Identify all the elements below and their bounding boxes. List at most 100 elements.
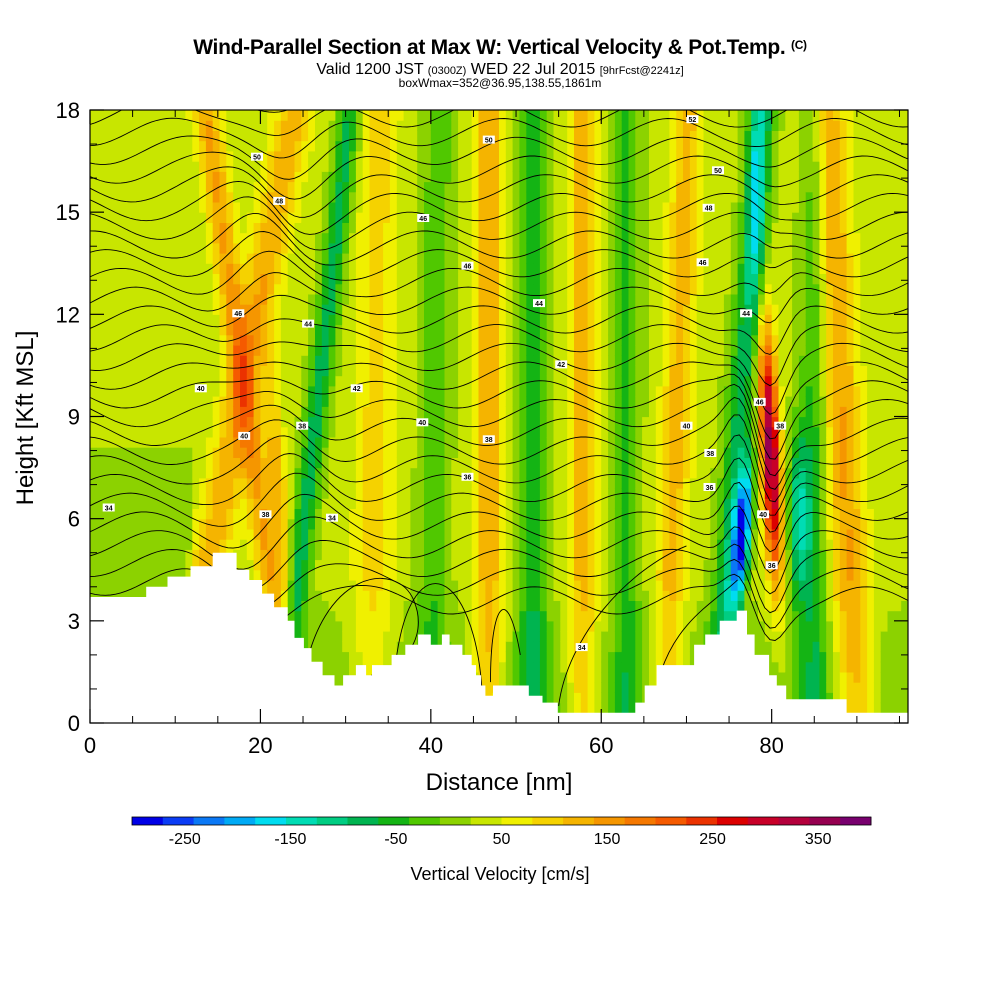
w-cell xyxy=(321,273,330,285)
w-cell xyxy=(560,671,568,683)
w-cell xyxy=(308,620,316,632)
w-cell xyxy=(614,457,623,469)
w-cell xyxy=(601,692,609,704)
w-cell xyxy=(165,345,173,356)
w-cell xyxy=(349,161,357,172)
w-cell xyxy=(321,334,330,346)
w-cell xyxy=(389,477,398,489)
w-cell xyxy=(594,661,602,673)
w-cell xyxy=(567,477,575,489)
w-cell xyxy=(171,498,180,509)
w-cell xyxy=(226,539,234,550)
w-cell xyxy=(499,436,507,448)
w-cell xyxy=(587,477,595,489)
w-cell xyxy=(185,406,193,418)
w-cell xyxy=(417,559,425,571)
w-cell xyxy=(553,488,561,499)
w-cell xyxy=(90,242,98,254)
w-cell xyxy=(233,467,241,479)
w-cell xyxy=(260,447,268,458)
w-cell xyxy=(464,365,473,377)
w-cell xyxy=(362,304,371,315)
w-cell xyxy=(396,283,405,295)
w-cell xyxy=(178,120,186,131)
w-cell xyxy=(642,110,650,121)
w-cell xyxy=(103,569,111,581)
w-cell xyxy=(649,385,657,397)
w-cell xyxy=(246,314,255,326)
w-cell xyxy=(362,130,371,142)
w-cell xyxy=(526,661,534,673)
w-cell xyxy=(274,406,282,418)
w-cell xyxy=(389,253,398,264)
w-cell xyxy=(389,416,398,428)
w-cell xyxy=(594,263,602,274)
w-cell xyxy=(226,385,234,397)
w-cell xyxy=(158,385,166,397)
w-cell xyxy=(505,518,514,530)
w-cell xyxy=(560,692,568,704)
w-cell xyxy=(587,385,595,397)
w-cell xyxy=(96,580,105,591)
w-cell xyxy=(321,110,330,121)
w-cell xyxy=(396,140,405,152)
w-cell xyxy=(280,314,289,326)
w-cell xyxy=(567,253,575,264)
w-cell xyxy=(274,436,282,448)
w-cell xyxy=(144,314,152,326)
w-cell xyxy=(355,641,364,653)
w-cell xyxy=(274,518,282,530)
w-cell xyxy=(328,477,336,489)
w-cell xyxy=(492,324,500,336)
w-cell xyxy=(124,232,132,244)
w-cell xyxy=(410,355,418,366)
w-cell xyxy=(349,293,357,305)
w-cell xyxy=(185,110,193,121)
w-cell xyxy=(444,201,452,213)
w-cell xyxy=(389,385,398,397)
w-cell xyxy=(471,518,480,530)
w-cell xyxy=(226,355,234,366)
w-cell xyxy=(96,539,105,550)
w-cell xyxy=(369,253,377,264)
w-cell xyxy=(212,293,221,305)
w-cell xyxy=(349,467,357,479)
w-cell xyxy=(587,242,595,254)
w-cell xyxy=(219,171,227,183)
w-cell xyxy=(492,559,500,571)
w-cell xyxy=(124,396,132,407)
w-cell xyxy=(621,110,630,121)
w-cell xyxy=(328,314,336,326)
w-cell xyxy=(130,150,139,162)
w-cell xyxy=(321,436,330,448)
w-cell xyxy=(594,702,602,714)
w-cell xyxy=(505,651,514,663)
w-cell xyxy=(328,631,336,642)
w-cell xyxy=(430,304,439,315)
w-cell xyxy=(178,467,186,479)
w-cell xyxy=(628,283,636,295)
w-cell xyxy=(580,436,589,448)
w-cell xyxy=(158,539,166,550)
w-cell xyxy=(362,365,371,377)
w-cell xyxy=(90,334,98,346)
w-cell xyxy=(430,201,439,213)
w-cell xyxy=(280,559,289,571)
w-cell xyxy=(635,641,643,653)
w-cell xyxy=(533,314,541,326)
w-cell xyxy=(608,355,616,366)
w-cell xyxy=(335,171,343,183)
w-cell xyxy=(499,181,507,193)
w-cell xyxy=(464,355,473,366)
w-cell xyxy=(553,201,561,213)
w-cell xyxy=(628,232,636,244)
w-cell xyxy=(124,549,132,561)
w-cell xyxy=(628,365,636,377)
w-cell xyxy=(417,426,425,438)
w-cell xyxy=(499,477,507,489)
w-cell xyxy=(362,273,371,285)
w-cell xyxy=(349,569,357,581)
w-cell xyxy=(308,569,316,581)
w-cell xyxy=(635,528,643,540)
